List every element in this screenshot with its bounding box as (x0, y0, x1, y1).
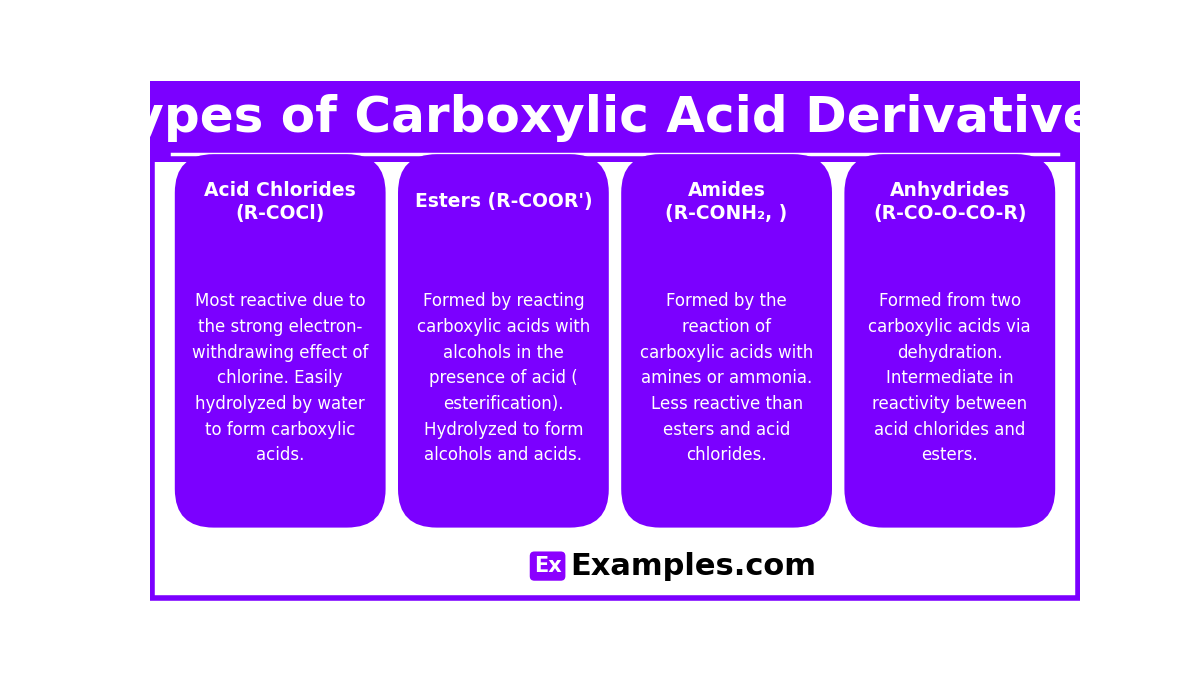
FancyBboxPatch shape (622, 154, 832, 528)
Text: Amides
(R-CONH₂, ): Amides (R-CONH₂, ) (666, 181, 787, 223)
Text: Examples.com: Examples.com (570, 551, 816, 580)
Text: Types of Carboxylic Acid Derivatives: Types of Carboxylic Acid Derivatives (103, 94, 1127, 142)
Text: Acid Chlorides
(R-COCl): Acid Chlorides (R-COCl) (204, 181, 356, 223)
Text: Ex: Ex (534, 556, 562, 576)
FancyBboxPatch shape (845, 154, 1055, 528)
FancyBboxPatch shape (529, 551, 565, 580)
FancyBboxPatch shape (398, 154, 608, 528)
Text: Formed by reacting
carboxylic acids with
alcohols in the
presence of acid (
este: Formed by reacting carboxylic acids with… (416, 292, 590, 464)
Text: Esters (R-COOR'): Esters (R-COOR') (414, 192, 593, 211)
FancyBboxPatch shape (152, 83, 1078, 599)
Text: Formed from two
carboxylic acids via
dehydration.
Intermediate in
reactivity bet: Formed from two carboxylic acids via deh… (869, 292, 1031, 464)
Text: Anhydrides
(R-CO-O-CO-R): Anhydrides (R-CO-O-CO-R) (874, 181, 1026, 223)
Text: Most reactive due to
the strong electron-
withdrawing effect of
chlorine. Easily: Most reactive due to the strong electron… (192, 292, 368, 464)
FancyBboxPatch shape (150, 81, 1080, 162)
FancyBboxPatch shape (175, 154, 385, 528)
Text: Formed by the
reaction of
carboxylic acids with
amines or ammonia.
Less reactive: Formed by the reaction of carboxylic aci… (640, 292, 814, 464)
